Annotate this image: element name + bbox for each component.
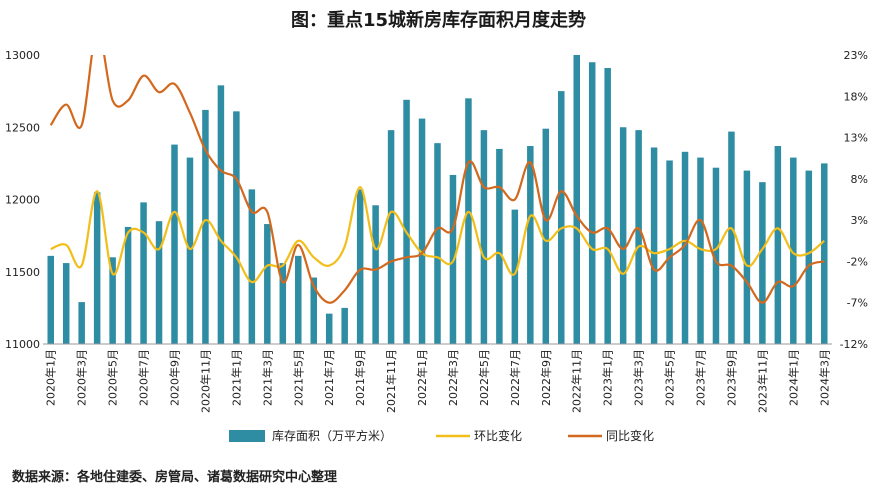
x-tick-label-15: 2022年7月 bbox=[508, 349, 522, 406]
x-tick-label-9: 2021年7月 bbox=[322, 349, 336, 406]
x-tick-label-13: 2022年3月 bbox=[446, 349, 460, 406]
bar-40 bbox=[666, 160, 673, 344]
x-tick-label-2: 2020年5月 bbox=[106, 349, 120, 406]
x-tick-label-7: 2021年3月 bbox=[260, 349, 274, 406]
bar-10 bbox=[202, 109, 209, 344]
bar-11 bbox=[217, 85, 225, 344]
right-tick-label-7: 23% bbox=[844, 49, 868, 62]
bar-41 bbox=[681, 151, 689, 344]
x-tick-label-19: 2023年3月 bbox=[632, 349, 646, 406]
bar-45 bbox=[743, 170, 751, 344]
x-tick-label-16: 2022年9月 bbox=[539, 349, 553, 406]
left-tick-label-3: 12500 bbox=[5, 121, 40, 134]
bar-30 bbox=[511, 209, 519, 344]
x-tick-label-21: 2023年7月 bbox=[694, 349, 708, 406]
left-tick-label-4: 13000 bbox=[5, 49, 40, 62]
bar-15 bbox=[279, 263, 287, 344]
bar-49 bbox=[805, 170, 813, 344]
line-yoy bbox=[49, 55, 825, 304]
bar-35 bbox=[588, 62, 596, 344]
bar-12 bbox=[233, 111, 240, 344]
bar-7 bbox=[155, 221, 163, 344]
bar-14 bbox=[264, 224, 271, 344]
x-tick-label-12: 2022年1月 bbox=[415, 349, 429, 406]
right-tick-label-0: -12% bbox=[840, 338, 868, 351]
bar-16 bbox=[295, 255, 302, 344]
bar-44 bbox=[728, 131, 735, 344]
bar-20 bbox=[356, 189, 364, 344]
legend-label-yoy: 同比变化 bbox=[606, 428, 654, 443]
bar-38 bbox=[635, 130, 642, 344]
right-tick-label-6: 18% bbox=[844, 90, 868, 103]
left-tick-label-0: 11000 bbox=[5, 338, 40, 351]
right-tick-label-3: 3% bbox=[851, 214, 868, 227]
bar-13 bbox=[248, 189, 256, 344]
bar-0 bbox=[47, 255, 54, 344]
bar-25 bbox=[434, 143, 441, 344]
x-tick-label-1: 2020年3月 bbox=[75, 349, 89, 406]
x-tick-label-3: 2020年7月 bbox=[137, 349, 151, 406]
left-tick-label-2: 12000 bbox=[5, 194, 40, 207]
bar-23 bbox=[403, 99, 410, 344]
bar-24 bbox=[418, 118, 426, 344]
x-tick-label-8: 2021年5月 bbox=[291, 349, 305, 406]
bar-36 bbox=[604, 68, 611, 344]
chart-title: 图：重点15城新房库存面积月度走势 bbox=[290, 10, 587, 31]
bar-18 bbox=[325, 313, 333, 344]
bar-17 bbox=[310, 277, 317, 344]
x-tick-label-10: 2021年9月 bbox=[353, 349, 367, 406]
bar-37 bbox=[619, 127, 627, 344]
x-tick-label-11: 2021年11月 bbox=[384, 349, 398, 413]
bar-3 bbox=[93, 192, 101, 344]
x-tick-label-23: 2023年11月 bbox=[755, 349, 769, 413]
bar-48 bbox=[790, 157, 797, 344]
bar-9 bbox=[186, 157, 194, 344]
legend-label-bar: 库存面积（万平方米） bbox=[272, 428, 392, 443]
bar-42 bbox=[697, 157, 704, 344]
bar-6 bbox=[140, 202, 147, 344]
x-tick-label-24: 2024年1月 bbox=[786, 349, 800, 406]
source-note: 数据来源：各地住建委、房管局、诸葛数据研究中心整理 bbox=[12, 470, 338, 485]
bar-32 bbox=[542, 128, 550, 344]
bar-1 bbox=[62, 263, 70, 344]
bar-5 bbox=[124, 226, 132, 344]
x-tick-label-5: 2020年11月 bbox=[198, 349, 212, 413]
bar-8 bbox=[171, 144, 178, 344]
x-tick-label-0: 2020年1月 bbox=[44, 349, 58, 406]
bar-39 bbox=[650, 147, 658, 344]
bar-33 bbox=[558, 91, 565, 345]
bar-29 bbox=[496, 148, 503, 344]
bar-21 bbox=[372, 205, 379, 344]
bar-19 bbox=[341, 307, 348, 345]
left-tick-label-1: 11500 bbox=[5, 266, 40, 279]
bar-28 bbox=[480, 130, 488, 344]
x-tick-label-25: 2024年3月 bbox=[817, 349, 831, 406]
bar-47 bbox=[774, 146, 782, 344]
x-tick-label-6: 2021年1月 bbox=[229, 349, 243, 406]
x-tick-label-4: 2020年9月 bbox=[168, 349, 182, 406]
x-tick-label-18: 2023年1月 bbox=[601, 349, 615, 406]
line-mom bbox=[50, 186, 825, 284]
bar-34 bbox=[573, 55, 580, 344]
right-tick-label-2: -2% bbox=[847, 255, 868, 268]
x-tick-label-22: 2023年9月 bbox=[724, 349, 738, 406]
right-tick-label-1: -7% bbox=[847, 297, 868, 310]
x-tick-label-20: 2023年5月 bbox=[663, 349, 677, 406]
bar-2 bbox=[78, 302, 85, 344]
bar-4 bbox=[109, 257, 116, 344]
bar-46 bbox=[759, 182, 766, 344]
x-tick-label-17: 2022年11月 bbox=[570, 349, 584, 413]
x-tick-label-14: 2022年5月 bbox=[477, 349, 491, 406]
right-tick-label-5: 13% bbox=[844, 132, 868, 145]
bar-50 bbox=[821, 163, 828, 345]
bar-31 bbox=[527, 146, 534, 344]
right-tick-label-4: 8% bbox=[851, 173, 868, 186]
bar-43 bbox=[712, 167, 720, 344]
legend-swatch-bar bbox=[229, 430, 265, 442]
bar-22 bbox=[387, 130, 395, 344]
bar-27 bbox=[465, 98, 472, 344]
legend-label-mom: 环比变化 bbox=[474, 428, 522, 443]
